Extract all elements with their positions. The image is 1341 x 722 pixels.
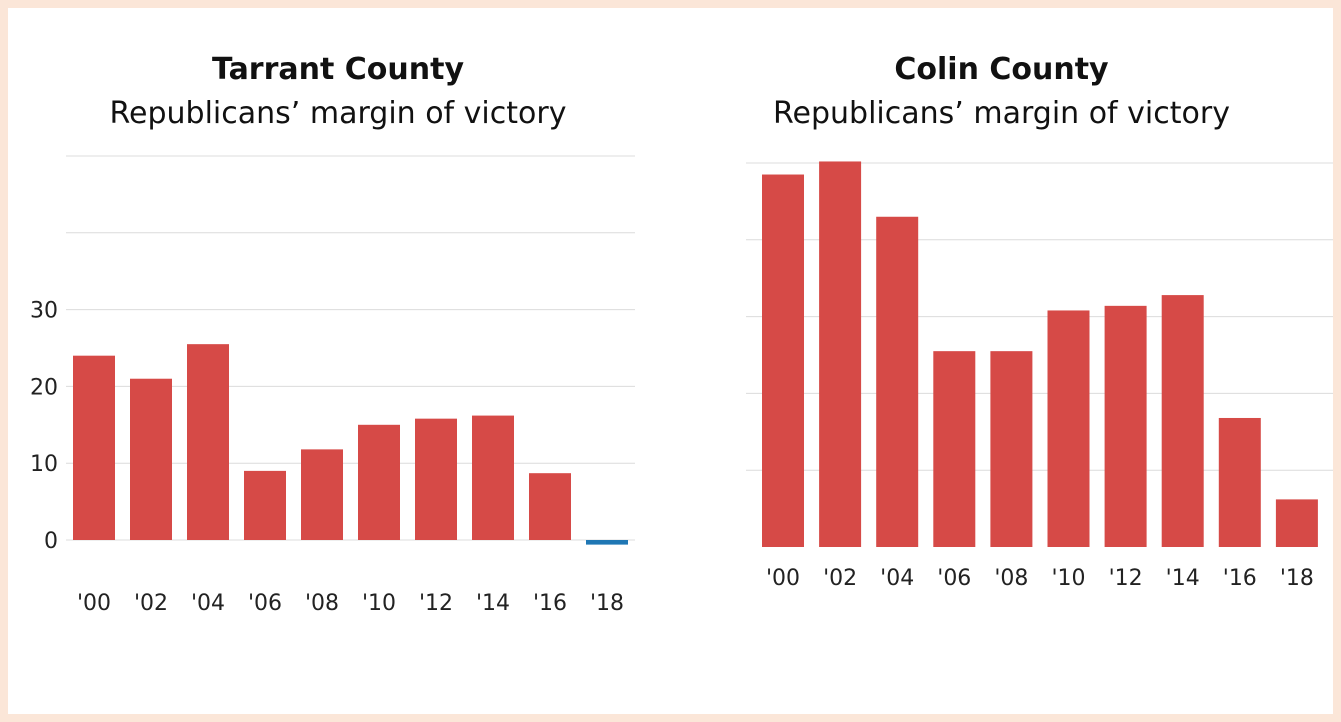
x-tick-label: '16 — [1223, 566, 1257, 591]
x-tick-label: '18 — [590, 591, 624, 616]
bar-06 — [244, 470, 286, 540]
x-tick-label: '06 — [937, 566, 971, 591]
bar-08 — [990, 351, 1033, 547]
bar-06 — [933, 351, 976, 547]
x-tick-label: '12 — [1109, 566, 1143, 591]
tarrant-bar-plot: 0 10 20 30 '00 '02 '04 '06 '08 '10 '12 '14 '16 '18 — [30, 155, 635, 616]
y-tick-label: 30 — [30, 299, 58, 324]
chart-subtitle: Republicans’ margin of victory — [773, 96, 1230, 131]
bar-02 — [819, 161, 862, 548]
bar-12 — [1104, 305, 1147, 547]
y-tick-label: 10 — [30, 452, 58, 477]
x-tick-label: '02 — [134, 591, 168, 616]
bar-12 — [415, 418, 457, 540]
colin-chart: Colin County Republicans’ margin of vict… — [670, 8, 1333, 714]
bar-14 — [472, 415, 514, 540]
bar-08 — [301, 449, 343, 540]
x-tick-label: '18 — [1280, 566, 1314, 591]
bar-02 — [130, 378, 172, 540]
x-tick-label: '10 — [362, 591, 396, 616]
bar-18 — [1275, 499, 1318, 547]
chart-title: Colin County — [894, 52, 1109, 87]
x-tick-label: '16 — [533, 591, 567, 616]
bar-10 — [1047, 310, 1090, 547]
x-tick-label: '00 — [77, 591, 111, 616]
x-tick-label: '04 — [191, 591, 225, 616]
chart-subtitle: Republicans’ margin of victory — [109, 96, 567, 131]
x-tick-label: '14 — [476, 591, 510, 616]
bar-18 — [586, 540, 628, 545]
bar-00 — [762, 174, 804, 547]
figure-panel: Tarrant County Republicans’ margin of vi… — [8, 8, 1333, 714]
x-tick-label: '06 — [248, 591, 282, 616]
x-tick-label: '04 — [880, 566, 914, 591]
bar-04 — [876, 216, 919, 547]
x-tick-label: '00 — [766, 566, 800, 591]
bar-16 — [529, 473, 571, 540]
bar-14 — [1161, 295, 1204, 547]
y-tick-label: 20 — [30, 375, 58, 400]
tarrant-chart: Tarrant County Republicans’ margin of vi… — [8, 8, 668, 714]
x-tick-label: '10 — [1051, 566, 1085, 591]
bar-04 — [187, 344, 229, 540]
y-tick-label: 0 — [44, 529, 58, 554]
x-tick-label: '02 — [823, 566, 857, 591]
bar-10 — [358, 424, 400, 540]
x-tick-label: '12 — [419, 591, 453, 616]
chart-title: Tarrant County — [211, 52, 465, 87]
x-tick-label: '08 — [994, 566, 1028, 591]
bar-00 — [73, 355, 115, 540]
x-tick-label: '08 — [305, 591, 339, 616]
colin-bar-plot: '00 '02 '04 '06 '08 '10 '12 '14 '16 '18 — [746, 161, 1333, 591]
x-tick-label: '14 — [1166, 566, 1200, 591]
bar-16 — [1218, 417, 1261, 547]
